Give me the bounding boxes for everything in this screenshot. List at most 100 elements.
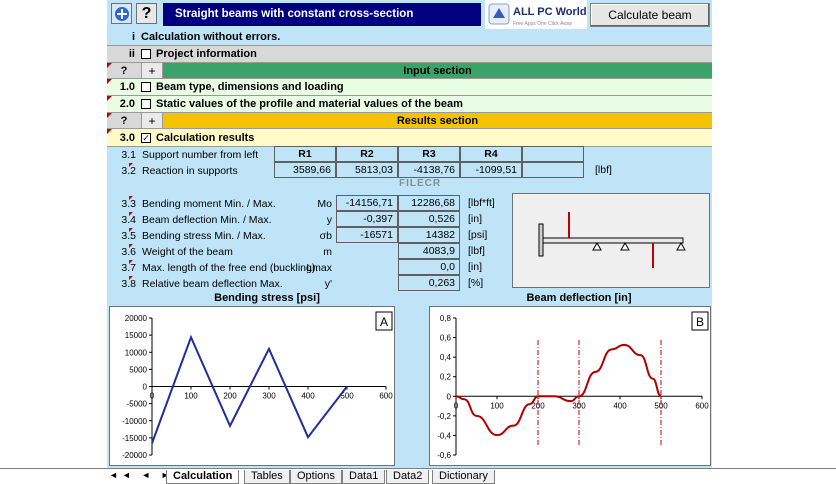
- x-tick-label: 600: [695, 401, 709, 410]
- chart-marker-box: [375, 311, 393, 331]
- y-tick-label: -10000: [122, 417, 147, 426]
- result-row: 3.4 Beam deflection Min. / Max. y: [107, 212, 507, 228]
- support-number-label: Support number from left: [142, 149, 259, 161]
- project-info-checkbox[interactable]: [141, 49, 151, 59]
- result-max-value: 12286,68: [398, 195, 460, 211]
- y-tick-label: 10000: [125, 348, 148, 357]
- support-header: R3: [398, 146, 460, 162]
- result-row: 3.5 Bending stress Min. / Max. σb: [107, 228, 507, 244]
- row-number: 3.5: [107, 228, 136, 242]
- calc-results-row[interactable]: 3.0 ✓ Calculation results: [107, 129, 712, 147]
- beam-type-checkbox[interactable]: [141, 82, 151, 92]
- x-tick-label: 0: [454, 401, 459, 410]
- input-section-header: ? + Input section: [107, 63, 712, 79]
- sheet-nav-arrows[interactable]: ◄◄ ◄ ► ►►: [109, 470, 206, 480]
- row-number: 3.1: [121, 149, 136, 161]
- result-unit: [in]: [468, 261, 483, 273]
- result-row: 3.8 Relative beam deflection Max. y': [107, 276, 507, 292]
- calc-results-label: Calculation results: [156, 131, 255, 144]
- watermark-logo: ALL PC World Free Apps One Click Away: [485, 0, 587, 33]
- result-max-value: 0,0: [398, 259, 460, 275]
- data-series-line: [455, 343, 662, 437]
- row-number: 3.2: [107, 163, 136, 177]
- sheet-tab-tables[interactable]: Tables: [244, 470, 290, 484]
- help-marker[interactable]: ?: [107, 63, 141, 78]
- row-number: 2.0: [107, 96, 141, 112]
- beam-type-label: Beam type, dimensions and loading: [156, 81, 344, 93]
- y-tick-label: 0: [447, 392, 452, 401]
- result-max-value: 0,263: [398, 275, 460, 291]
- support-header: R4: [460, 146, 522, 162]
- help-button[interactable]: ?: [136, 3, 157, 24]
- support-header: R2: [336, 146, 398, 162]
- x-tick-label: 500: [654, 401, 668, 410]
- status-row: i Calculation without errors.: [107, 29, 712, 46]
- result-label: Bending moment Min. / Max.: [142, 198, 276, 210]
- watermark-text: FILECR: [399, 178, 442, 189]
- result-unit: [in]: [468, 213, 483, 225]
- row-number: 3.4: [107, 212, 136, 226]
- x-tick-label: 400: [301, 392, 315, 401]
- y-tick-label: 0,8: [440, 314, 452, 323]
- project-info-row[interactable]: ii Project information: [107, 46, 712, 63]
- result-max-value: 14382: [398, 227, 460, 243]
- result-min-value: -0,397: [336, 211, 398, 227]
- calculate-beam-button[interactable]: Calculate beam: [590, 3, 710, 27]
- beam-deflection-chart: 0,8 0,6 0,4 0,2 0 -0,2 -0,4 -0,6 0 100 200 300 400 50…: [429, 306, 711, 466]
- y-tick-label: 20000: [125, 314, 148, 323]
- data-series-line: [151, 334, 348, 444]
- app-logo-icon[interactable]: [111, 3, 132, 24]
- result-unit: [lbf]: [468, 245, 485, 257]
- y-tick-label: 5000: [129, 365, 147, 374]
- beam-diagram: [512, 193, 710, 288]
- x-tick-label: 200: [223, 392, 237, 401]
- y-tick-label: -0,6: [437, 451, 451, 460]
- sheet-tab-bar: ◄◄ ◄ ► ►► Calculation Tables Options Data1 D…: [0, 468, 836, 484]
- support-header: [522, 146, 584, 162]
- results-section-header: ? + Results section: [107, 113, 712, 129]
- reaction-label: Reaction in supports: [142, 165, 238, 177]
- x-tick-label: 300: [262, 392, 276, 401]
- result-label: Max. length of the free end (buckling).: [142, 262, 319, 274]
- x-tick-label: 600: [379, 392, 393, 401]
- result-unit: [lbf*ft]: [468, 197, 495, 209]
- calc-results-checkbox[interactable]: ✓: [141, 132, 151, 143]
- sheet-tab-data2[interactable]: Data2: [386, 470, 430, 484]
- x-tick-label: 400: [613, 401, 627, 410]
- result-unit: [%]: [468, 277, 484, 289]
- sheet-tab-dictionary[interactable]: Dictionary: [432, 470, 495, 484]
- y-tick-label: 0,2: [440, 373, 452, 382]
- sheet-tab-options[interactable]: Options: [290, 470, 342, 484]
- row-number: 3.8: [107, 276, 136, 290]
- x-tick-label: 300: [572, 401, 586, 410]
- result-label: Weight of the beam: [142, 246, 233, 258]
- x-tick-label: 500: [340, 392, 354, 401]
- x-tick-label: 100: [184, 392, 198, 401]
- expand-results-button[interactable]: +: [141, 113, 163, 128]
- row-number: 3.6: [107, 244, 136, 258]
- row-number: 3.0: [107, 129, 141, 146]
- support-reaction-value: [522, 162, 584, 178]
- input-section-title: Input section: [163, 63, 712, 78]
- logo-line2: Free Apps One Click Away: [513, 21, 573, 27]
- static-values-row[interactable]: 2.0 Static values of the profile and mat…: [107, 96, 712, 113]
- window-title: Straight beams with constant cross-secti…: [163, 3, 481, 26]
- result-min-value: -16571: [336, 227, 398, 243]
- result-symbol: y: [326, 214, 332, 226]
- result-symbol: y': [324, 278, 332, 290]
- sheet-tab-data1[interactable]: Data1: [342, 470, 386, 484]
- static-values-label: Static values of the profile and materia…: [156, 98, 463, 110]
- sheet-tab-calculation[interactable]: Calculation: [166, 470, 240, 484]
- beam-type-row[interactable]: 1.0 Beam type, dimensions and loading: [107, 79, 712, 96]
- static-values-checkbox[interactable]: [141, 99, 151, 109]
- bending-stress-plot: 20000150001000050000-5000-10000-15000-20…: [122, 311, 393, 460]
- y-tick-label: 0,6: [440, 334, 452, 343]
- expand-input-button[interactable]: +: [141, 63, 163, 78]
- results-section-title: Results section: [163, 113, 712, 128]
- x-tick-label: 200: [531, 401, 545, 410]
- row-number: 1.0: [107, 79, 141, 95]
- result-min-value: -14156,71: [336, 195, 398, 211]
- help-marker[interactable]: ?: [107, 113, 141, 128]
- x-tick-label: 100: [490, 401, 504, 410]
- result-unit: [psi]: [468, 229, 488, 241]
